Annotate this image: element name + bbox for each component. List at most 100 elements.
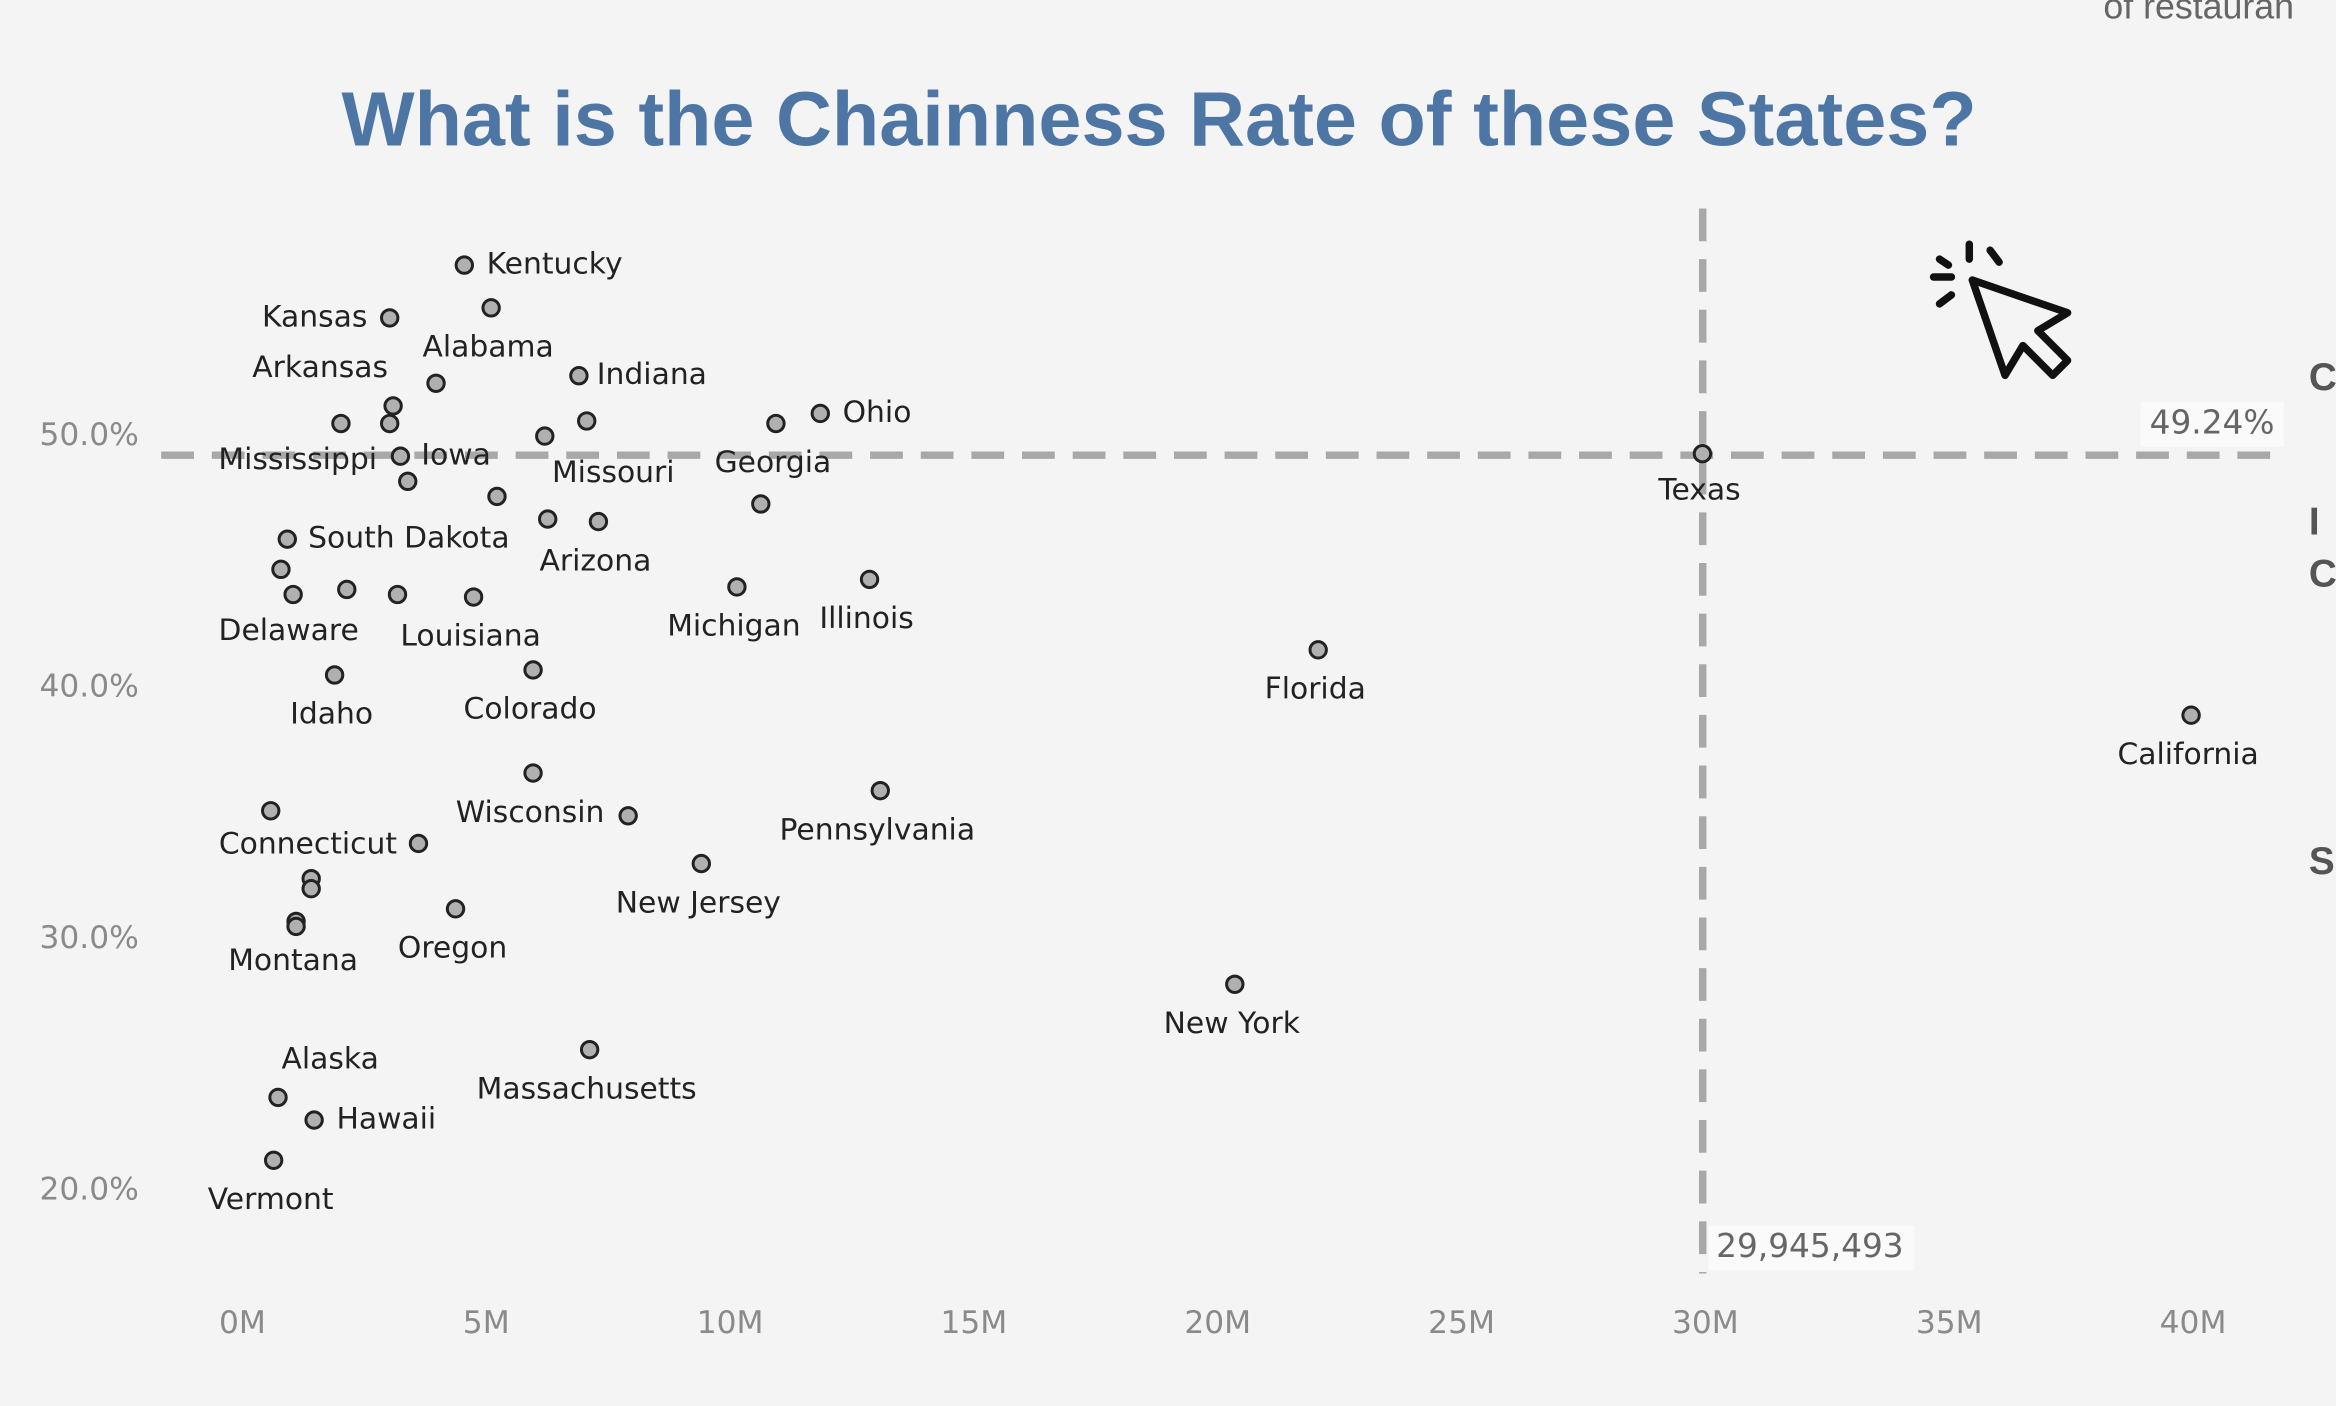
point [324, 665, 345, 685]
point [380, 308, 400, 328]
point [691, 853, 711, 874]
point-label: South Dakota [308, 521, 509, 556]
x-tick-label: 5M [463, 1305, 510, 1341]
point [1225, 974, 1245, 994]
point [261, 801, 281, 821]
point-label: Hawaii [336, 1102, 436, 1137]
point-label: Ohio [843, 395, 912, 430]
point-label: Arkansas [252, 350, 388, 385]
side-letter: I [2309, 501, 2320, 544]
side-letter: C [2309, 356, 2336, 399]
point [286, 916, 306, 937]
point [487, 486, 507, 507]
point [426, 373, 446, 393]
point [337, 579, 357, 600]
point-label: Delaware [219, 613, 359, 648]
point-label: Oregon [398, 931, 507, 966]
point-label: California [2117, 737, 2258, 772]
y-tick-label: 20.0% [39, 1171, 138, 1207]
point-label: New Jersey [616, 885, 781, 920]
point [263, 1150, 284, 1170]
x-tick-label: 0M [219, 1305, 266, 1341]
point-label: Michigan [667, 609, 800, 644]
point-label: Florida [1265, 672, 1366, 707]
point [523, 660, 543, 680]
point-label: Colorado [464, 692, 597, 727]
point [766, 413, 786, 434]
point [277, 529, 297, 549]
point-label: Alabama [423, 330, 554, 365]
reference-label-bg [1708, 1225, 1915, 1271]
point-label: Kansas [262, 299, 367, 334]
point [569, 366, 589, 386]
point [1308, 640, 1328, 660]
point-label: Montana [228, 943, 358, 978]
point-label: Alaska [281, 1042, 378, 1077]
chart-title: What is the Chainness Rate of these Stat… [341, 77, 1976, 163]
point [331, 413, 351, 434]
point-label: Wisconsin [456, 795, 605, 830]
side-letter: S [2309, 840, 2335, 883]
point-label: Iowa [421, 438, 491, 473]
y-tick-label: 40.0% [39, 669, 138, 705]
point-label: New York [1164, 1006, 1301, 1041]
point [271, 559, 291, 580]
point-label: Kentucky [487, 247, 623, 282]
y-tick-label: 30.0% [39, 920, 138, 956]
point [1692, 444, 1713, 464]
point-label: Missouri [552, 455, 675, 490]
point-label: Idaho [290, 697, 373, 732]
point-label: Illinois [819, 601, 913, 636]
x-tick-label: 40M [2160, 1305, 2227, 1341]
point [727, 577, 747, 597]
point-label: Mississippi [218, 442, 377, 477]
x-tick-label: 30M [1672, 1305, 1739, 1341]
reference-label: 29,945,493 [1716, 1227, 1904, 1265]
point-label: Georgia [715, 445, 832, 480]
point [463, 587, 484, 607]
point [2181, 705, 2201, 725]
point-label: Vermont [208, 1182, 334, 1217]
point [481, 298, 501, 318]
point-label: Texas [1657, 472, 1740, 507]
point [390, 446, 411, 466]
point [810, 403, 830, 424]
point-label: Arizona [540, 543, 652, 578]
point [383, 396, 403, 416]
point [387, 584, 408, 605]
point [454, 255, 474, 275]
point-label: Massachusetts [477, 1071, 697, 1106]
point [408, 833, 429, 854]
point-label: Connecticut [219, 827, 397, 862]
point [859, 569, 880, 590]
x-tick-label: 10M [697, 1305, 764, 1341]
point [577, 411, 597, 431]
x-tick-label: 15M [941, 1305, 1008, 1341]
point [301, 879, 321, 899]
point [380, 413, 400, 434]
point-label: Louisiana [400, 619, 541, 654]
point [579, 1039, 600, 1060]
point [304, 1110, 324, 1130]
side-text: of restauran [2103, 0, 2294, 26]
point [445, 899, 466, 919]
y-tick-label: 50.0% [39, 417, 138, 453]
side-letter: C [2309, 553, 2336, 596]
point-label: Pennsylvania [780, 812, 976, 847]
point-label: Indiana [597, 357, 707, 392]
cursor-icon [1929, 240, 2072, 380]
x-tick-label: 20M [1184, 1305, 1251, 1341]
point [283, 584, 303, 605]
reference-label-bg [2140, 402, 2284, 447]
reference-label: 49.24% [2150, 403, 2275, 441]
point [751, 494, 771, 514]
point [268, 1087, 288, 1108]
point [588, 511, 609, 532]
x-tick-label: 25M [1428, 1305, 1495, 1341]
point [535, 426, 555, 446]
point [523, 763, 543, 783]
